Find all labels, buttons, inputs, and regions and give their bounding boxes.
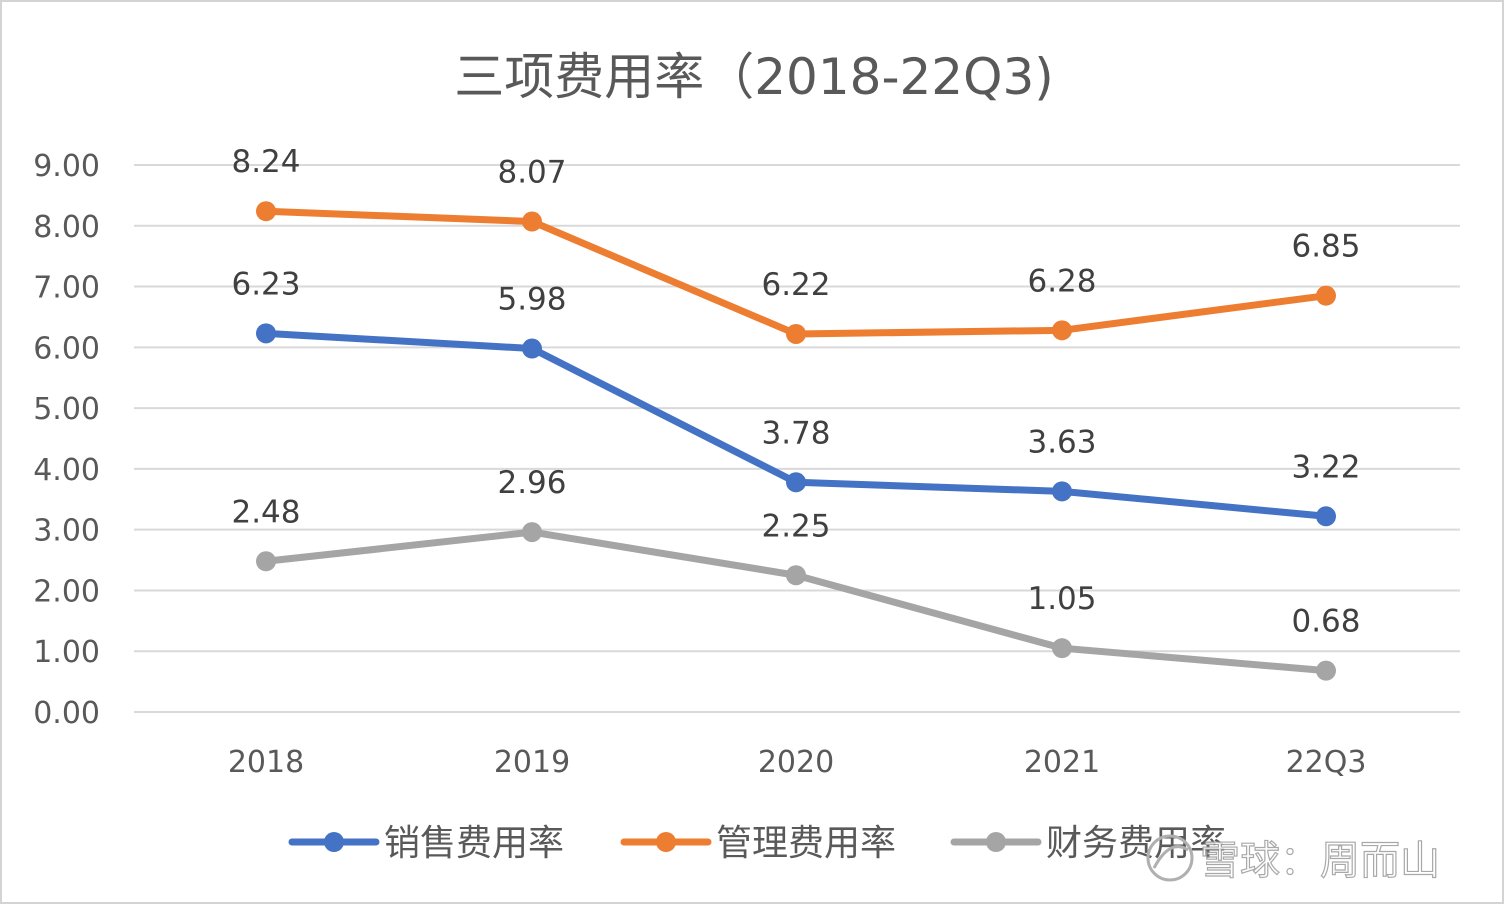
- legend-label: 销售费用率: [384, 823, 564, 864]
- legend: 销售费用率 管理费用率 财务费用率: [288, 823, 1226, 864]
- legend-swatch-marker: [324, 832, 344, 852]
- data-point: [1052, 638, 1072, 659]
- chart-title: 三项费用率（2018-22Q3): [454, 48, 1054, 106]
- series-line: [262, 528, 1330, 675]
- y-tick-label: 9.00: [33, 149, 100, 184]
- data-label: 1.05: [1027, 581, 1096, 617]
- data-label: 8.24: [231, 144, 300, 180]
- data-label: 6.22: [761, 267, 830, 303]
- y-tick-label: 1.00: [33, 635, 100, 670]
- legend-swatch-marker: [656, 832, 676, 852]
- snowball-logo-icon: [1146, 834, 1194, 882]
- data-point: [786, 323, 806, 344]
- y-axis-ticks: 0.00 1.00 2.00 3.00 4.00 5.00 6.00 7.00 8.00 9.00: [33, 149, 100, 731]
- y-tick-label: 2.00: [33, 574, 100, 609]
- x-tick-label: 2021: [1024, 745, 1100, 780]
- data-point: [1316, 660, 1336, 681]
- data-point: [1052, 481, 1072, 502]
- y-tick-label: 5.00: [33, 392, 100, 427]
- data-label: 6.85: [1291, 229, 1360, 265]
- data-point: [256, 323, 276, 344]
- legend-swatch-marker: [986, 832, 1006, 852]
- data-label: 2.25: [761, 508, 830, 544]
- y-tick-label: 0.00: [33, 696, 100, 731]
- data-label: 6.28: [1027, 263, 1096, 299]
- watermark: 雪球：周而山: [1146, 834, 1441, 885]
- data-point: [256, 551, 276, 572]
- x-tick-label: 2020: [758, 745, 834, 780]
- x-tick-label: 2018: [228, 745, 304, 780]
- data-point: [1316, 506, 1336, 527]
- y-tick-label: 3.00: [33, 514, 100, 549]
- data-point: [1316, 285, 1336, 306]
- data-point: [786, 565, 806, 586]
- watermark-text: 雪球：周而山: [1200, 838, 1440, 884]
- data-label: 3.22: [1291, 449, 1360, 485]
- y-tick-label: 8.00: [33, 210, 100, 245]
- data-label: 0.68: [1291, 604, 1360, 640]
- data-point: [522, 522, 542, 543]
- x-tick-label: 2019: [494, 745, 570, 780]
- data-label: 5.98: [497, 282, 566, 318]
- y-tick-label: 6.00: [33, 331, 100, 366]
- y-tick-label: 4.00: [33, 453, 100, 488]
- y-tick-label: 7.00: [33, 271, 100, 306]
- data-point: [522, 338, 542, 359]
- data-label: 3.78: [761, 415, 830, 451]
- legend-label: 管理费用率: [716, 823, 896, 864]
- data-label: 6.23: [231, 266, 300, 302]
- legend-label: 财务费用率: [1046, 823, 1226, 864]
- x-tick-label: 22Q3: [1286, 745, 1367, 780]
- data-point: [786, 472, 806, 493]
- data-point: [256, 201, 276, 222]
- grid-lines: [134, 164, 1460, 713]
- data-label: 2.96: [497, 465, 566, 501]
- data-label: 3.63: [1027, 424, 1096, 460]
- x-axis-ticks: 2018 2019 2020 2021 22Q3: [228, 745, 1367, 780]
- series-lines: [256, 201, 1336, 681]
- data-point: [1052, 320, 1072, 341]
- data-labels: 6.23 5.98 3.78 3.63 3.22 8.24 8.07 6.22 6.28 6.85…: [231, 144, 1360, 639]
- data-label: 8.07: [497, 155, 566, 191]
- data-point: [522, 211, 542, 232]
- data-label: 2.48: [231, 494, 300, 530]
